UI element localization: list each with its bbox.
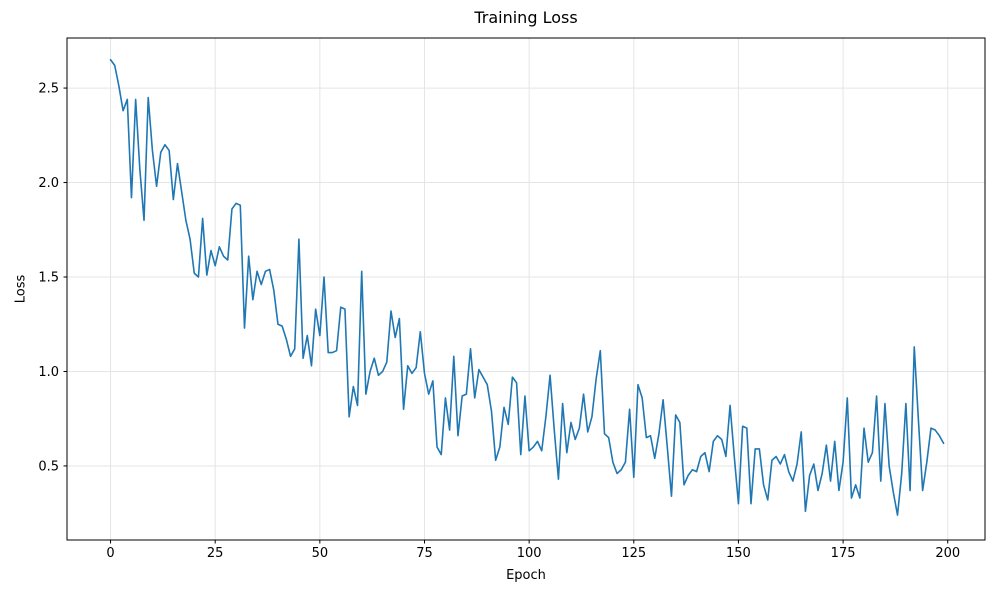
y-tick-label: 2.5 — [38, 82, 59, 97]
y-tick-label: 0.5 — [38, 459, 59, 474]
y-tick-label: 1.0 — [38, 365, 59, 380]
x-tick-label: 200 — [935, 546, 960, 561]
x-tick-label: 150 — [726, 546, 751, 561]
x-tick-label: 125 — [621, 546, 646, 561]
x-tick-label: 75 — [416, 546, 433, 561]
x-tick-label: 25 — [207, 546, 224, 561]
y-axis-label: Loss — [13, 274, 29, 304]
x-tick-label: 50 — [312, 546, 329, 561]
y-tick-label: 1.5 — [38, 271, 59, 286]
chart-title: Training Loss — [474, 8, 578, 27]
y-tick-label: 2.0 — [38, 176, 59, 191]
x-tick-label: 175 — [831, 546, 856, 561]
plot-border — [66, 37, 986, 541]
x-axis-label: Epoch — [506, 568, 546, 583]
loss-line — [109, 58, 945, 516]
x-tick-label: 0 — [106, 546, 114, 561]
x-tick-label: 100 — [517, 546, 542, 561]
